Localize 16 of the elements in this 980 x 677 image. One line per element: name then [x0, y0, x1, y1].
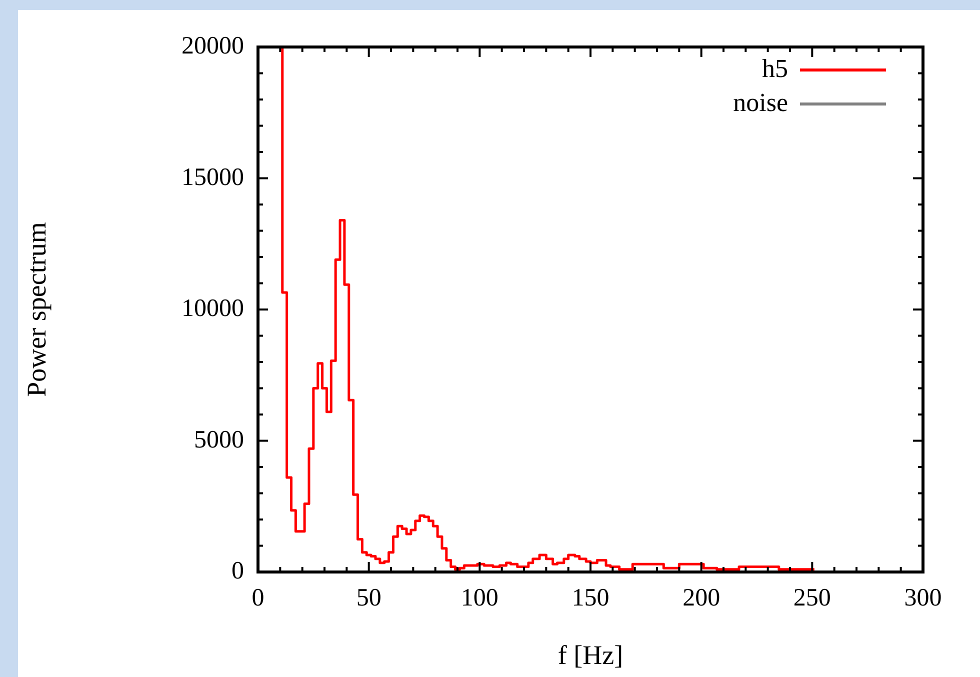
x-tick-label: 300 — [904, 584, 942, 612]
x-tick-label: 100 — [460, 584, 498, 612]
x-tick-label: 0 — [252, 584, 264, 612]
y-tick-label: 15000 — [182, 164, 244, 191]
y-tick-label: 5000 — [194, 426, 244, 454]
y-tick-label: 0 — [232, 558, 244, 585]
y-tick-label: 10000 — [182, 295, 244, 322]
legend-label: h5 — [762, 54, 788, 83]
x-tick-label: 200 — [682, 584, 720, 612]
x-tick-label: 250 — [793, 584, 831, 612]
x-tick-label: 50 — [356, 584, 382, 612]
x-axis-title: f [Hz] — [558, 640, 624, 670]
y-tick-label: 20000 — [182, 32, 244, 60]
x-tick-label: 150 — [572, 584, 610, 612]
legend-label: noise — [733, 88, 788, 117]
y-axis-title: Power spectrum — [21, 222, 52, 397]
